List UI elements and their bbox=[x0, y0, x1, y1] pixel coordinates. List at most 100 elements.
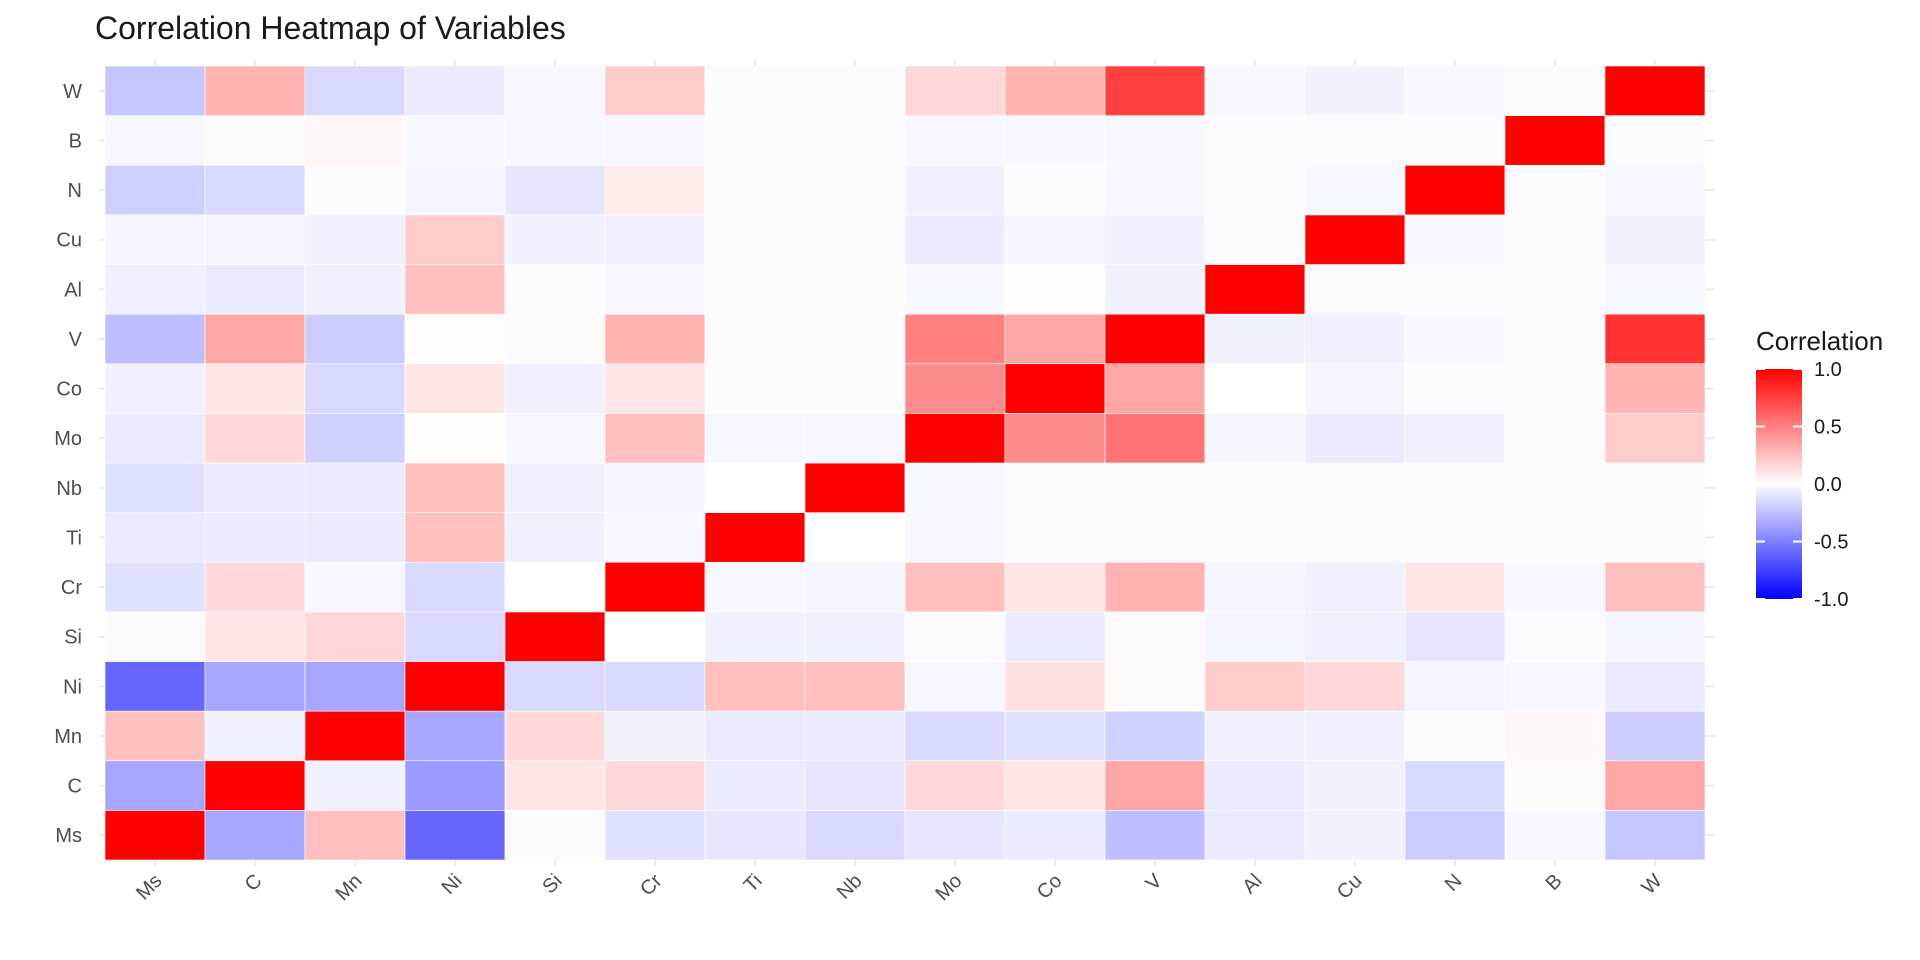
heatmap-cell-Co-Cr bbox=[604, 363, 706, 414]
heatmap-cell-N-Mo bbox=[904, 164, 1006, 216]
x-tick-label: Ni bbox=[438, 870, 467, 899]
heatmap-cell-Ti-Co bbox=[1004, 512, 1106, 563]
heatmap-cell-Nb-Nb bbox=[804, 462, 906, 513]
x-tick-label: Ms bbox=[132, 870, 166, 904]
heatmap-cell-W-W bbox=[1604, 65, 1706, 116]
heatmap-cell-C-V bbox=[1104, 760, 1206, 811]
y-tick-label: V bbox=[69, 329, 83, 351]
heatmap-cell-Ms-Cu bbox=[1304, 810, 1406, 861]
legend-tick-label: -1.0 bbox=[1814, 589, 1848, 611]
heatmap-cell-N-C bbox=[204, 164, 306, 216]
heatmap-cell-N-Cu bbox=[1304, 164, 1406, 216]
heatmap-cell-Ni-Ti bbox=[704, 661, 806, 712]
heatmap-cell-Mn-Co bbox=[1004, 710, 1106, 762]
heatmap-cell-Cr-B bbox=[1504, 561, 1606, 613]
heatmap-cell-Si-W bbox=[1604, 611, 1706, 662]
heatmap-cell-Cu-N bbox=[1404, 214, 1506, 265]
heatmap-cell-Cu-Ms bbox=[104, 214, 206, 265]
heatmap-cell-Nb-C bbox=[204, 462, 306, 513]
heatmap-cell-W-Al bbox=[1204, 65, 1306, 116]
heatmap-cell-Si-Mo bbox=[904, 611, 1006, 662]
heatmap-cell-Ni-Ms bbox=[104, 661, 206, 712]
heatmap-cell-Mn-Mn bbox=[304, 710, 406, 762]
heatmap-cell-V-V bbox=[1104, 313, 1206, 365]
heatmap-cell-Cr-Co bbox=[1004, 561, 1106, 613]
heatmap-cell-Mo-B bbox=[1504, 413, 1606, 464]
heatmap-cell-Mn-B bbox=[1504, 710, 1606, 762]
heatmap-cell-Ti-Mn bbox=[304, 512, 406, 563]
heatmap-cell-Ms-V bbox=[1104, 810, 1206, 861]
heatmap-cell-B-Cu bbox=[1304, 115, 1406, 166]
heatmap-cell-Co-Ti bbox=[704, 363, 806, 414]
heatmap-cell-Ms-Mn bbox=[304, 810, 406, 861]
x-tick-label: Cr bbox=[636, 870, 667, 901]
heatmap-cell-Si-N bbox=[1404, 611, 1506, 662]
heatmap-cell-C-Cu bbox=[1304, 760, 1406, 811]
heatmap-cell-W-Ni bbox=[404, 65, 506, 116]
heatmap-cell-C-Cr bbox=[604, 760, 706, 811]
legend-title: Correlation bbox=[1756, 326, 1883, 356]
heatmap-cell-Si-Cu bbox=[1304, 611, 1406, 662]
heatmap-cell-Co-Ms bbox=[104, 363, 206, 414]
heatmap-cell-Mo-Mn bbox=[304, 413, 406, 464]
y-tick-label: Nb bbox=[56, 478, 82, 500]
heatmap-cell-B-V bbox=[1104, 115, 1206, 166]
heatmap-cell-Cr-Mo bbox=[904, 561, 1006, 613]
heatmap-cell-W-N bbox=[1404, 65, 1506, 116]
heatmap-cell-Cr-Si bbox=[504, 561, 606, 613]
heatmap-cell-Ti-Ti bbox=[704, 512, 806, 563]
heatmap-cell-Mo-Al bbox=[1204, 413, 1306, 464]
heatmap-cell-B-W bbox=[1604, 115, 1706, 166]
heatmap-cell-B-C bbox=[204, 115, 306, 166]
heatmap-cell-C-Mn bbox=[304, 760, 406, 811]
heatmap-cell-V-Ti bbox=[704, 313, 806, 365]
heatmap-cell-Ms-Cr bbox=[604, 810, 706, 861]
heatmap-cell-Ni-Mn bbox=[304, 661, 406, 712]
heatmap-cell-V-Al bbox=[1204, 313, 1306, 365]
heatmap-cell-Nb-Co bbox=[1004, 462, 1106, 513]
heatmap-cell-Mo-Cr bbox=[604, 413, 706, 464]
heatmap-cell-Cu-Co bbox=[1004, 214, 1106, 265]
heatmap-cell-Co-Mo bbox=[904, 363, 1006, 414]
heatmap-cell-B-N bbox=[1404, 115, 1506, 166]
heatmap-cell-C-C bbox=[204, 760, 306, 811]
heatmap-cell-Al-Co bbox=[1004, 264, 1106, 315]
heatmap-cell-Cr-Ti bbox=[704, 561, 806, 613]
heatmap-cell-Mo-C bbox=[204, 413, 306, 464]
heatmap-cell-Ti-Cr bbox=[604, 512, 706, 563]
heatmap-cell-Cu-Nb bbox=[804, 214, 906, 265]
heatmap-cell-Co-Si bbox=[504, 363, 606, 414]
heatmap-cell-Nb-W bbox=[1604, 462, 1706, 513]
heatmap-cell-Cu-Cr bbox=[604, 214, 706, 265]
heatmap-cell-Co-C bbox=[204, 363, 306, 414]
heatmap-cell-Mo-Cu bbox=[1304, 413, 1406, 464]
y-tick-label: Al bbox=[64, 279, 82, 301]
heatmap-cell-Ni-W bbox=[1604, 661, 1706, 712]
heatmap-cell-Mn-W bbox=[1604, 710, 1706, 762]
x-tick-label: Al bbox=[1238, 870, 1266, 898]
heatmap-cell-Cr-Mn bbox=[304, 561, 406, 613]
heatmap-cell-Ni-Mo bbox=[904, 661, 1006, 712]
heatmap-cell-Al-Al bbox=[1204, 264, 1306, 315]
heatmap-cell-N-Ms bbox=[104, 164, 206, 216]
x-tick-label: C bbox=[241, 870, 267, 896]
heatmap-cell-Al-V bbox=[1104, 264, 1206, 315]
heatmap-cell-Co-N bbox=[1404, 363, 1506, 414]
x-tick-label: B bbox=[1542, 870, 1567, 895]
heatmap-cell-Nb-Mo bbox=[904, 462, 1006, 513]
heatmap-cell-Co-Al bbox=[1204, 363, 1306, 414]
heatmap-cell-Mn-Ti bbox=[704, 710, 806, 762]
heatmap-cell-Nb-B bbox=[1504, 462, 1606, 513]
heatmap-cell-Cr-Al bbox=[1204, 561, 1306, 613]
heatmap-cell-Ti-C bbox=[204, 512, 306, 563]
heatmap-cell-Cr-V bbox=[1104, 561, 1206, 613]
heatmap-cell-Cr-Nb bbox=[804, 561, 906, 613]
heatmap-cell-V-Mo bbox=[904, 313, 1006, 365]
heatmap-cell-B-Mo bbox=[904, 115, 1006, 166]
heatmap-cell-Co-B bbox=[1504, 363, 1606, 414]
y-tick-label: Mo bbox=[54, 428, 82, 450]
heatmap-cell-V-Si bbox=[504, 313, 606, 365]
heatmap-cell-Ms-C bbox=[204, 810, 306, 861]
heatmap-cell-W-Cr bbox=[604, 65, 706, 116]
heatmap-cell-Al-C bbox=[204, 264, 306, 315]
